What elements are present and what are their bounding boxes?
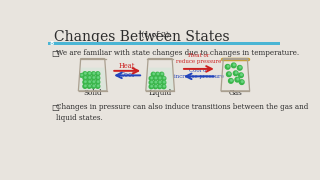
Circle shape	[93, 77, 95, 78]
Circle shape	[151, 72, 155, 76]
Circle shape	[241, 74, 242, 76]
Circle shape	[92, 80, 95, 84]
Circle shape	[153, 76, 157, 80]
Circle shape	[230, 80, 232, 81]
Circle shape	[89, 73, 91, 74]
Circle shape	[97, 77, 99, 78]
Circle shape	[149, 80, 153, 85]
Circle shape	[89, 85, 91, 87]
Circle shape	[241, 81, 243, 82]
Circle shape	[233, 71, 238, 76]
Circle shape	[239, 66, 241, 68]
Circle shape	[93, 73, 95, 74]
Circle shape	[159, 86, 161, 87]
Circle shape	[85, 77, 86, 78]
Text: Heat: Heat	[118, 62, 135, 70]
Circle shape	[235, 77, 240, 82]
Text: Changes Between States: Changes Between States	[54, 30, 229, 44]
Text: Heat or
reduce pressure: Heat or reduce pressure	[176, 53, 221, 64]
Circle shape	[227, 72, 231, 76]
Circle shape	[233, 64, 235, 66]
Text: □: □	[51, 103, 59, 112]
Circle shape	[153, 80, 157, 85]
Text: (1 of 2): (1 of 2)	[139, 31, 169, 39]
Circle shape	[80, 74, 83, 77]
Circle shape	[228, 73, 230, 75]
Circle shape	[97, 81, 99, 82]
Circle shape	[159, 77, 161, 79]
Circle shape	[149, 85, 153, 89]
Circle shape	[153, 73, 155, 75]
Circle shape	[155, 81, 156, 83]
Circle shape	[89, 77, 91, 78]
Text: Cool or
increase pressure: Cool or increase pressure	[174, 68, 224, 79]
Text: We are familiar with state changes due to changes in temperature.: We are familiar with state changes due t…	[56, 49, 300, 57]
Circle shape	[83, 72, 87, 76]
Circle shape	[153, 85, 157, 89]
Circle shape	[155, 86, 156, 87]
Circle shape	[149, 76, 153, 80]
Bar	[48, 42, 280, 46]
Text: Gas: Gas	[228, 89, 242, 97]
Circle shape	[96, 76, 100, 80]
Circle shape	[93, 85, 95, 87]
Polygon shape	[79, 68, 107, 91]
Circle shape	[160, 72, 164, 76]
Circle shape	[151, 81, 152, 83]
Text: Liquid: Liquid	[148, 89, 172, 97]
Circle shape	[228, 79, 233, 83]
Circle shape	[151, 86, 152, 87]
Circle shape	[159, 81, 161, 83]
Circle shape	[239, 73, 243, 78]
Circle shape	[85, 73, 86, 74]
Circle shape	[87, 84, 91, 88]
Circle shape	[164, 81, 165, 83]
Circle shape	[157, 76, 162, 80]
Circle shape	[81, 74, 83, 76]
Circle shape	[162, 76, 166, 80]
Circle shape	[83, 76, 87, 80]
Circle shape	[239, 80, 244, 84]
Circle shape	[96, 72, 100, 76]
Circle shape	[87, 72, 91, 76]
Text: Changes in pressure can also induce transitions between the gas and
liquid state: Changes in pressure can also induce tran…	[56, 103, 309, 122]
Circle shape	[93, 81, 95, 82]
Circle shape	[237, 78, 239, 80]
Circle shape	[236, 72, 237, 74]
Circle shape	[164, 86, 165, 87]
Circle shape	[155, 77, 156, 79]
Circle shape	[227, 65, 229, 67]
Circle shape	[162, 85, 166, 89]
Circle shape	[83, 80, 87, 84]
Circle shape	[161, 73, 163, 75]
Circle shape	[89, 81, 91, 82]
Circle shape	[83, 84, 87, 88]
Circle shape	[237, 66, 242, 70]
Text: 8: 8	[49, 41, 54, 46]
Circle shape	[92, 76, 95, 80]
Circle shape	[96, 84, 100, 88]
Circle shape	[96, 80, 100, 84]
Circle shape	[157, 73, 159, 75]
Circle shape	[97, 73, 99, 74]
Circle shape	[97, 85, 99, 87]
Circle shape	[92, 72, 95, 76]
Text: Solid: Solid	[84, 89, 102, 97]
Circle shape	[151, 77, 152, 79]
Circle shape	[87, 76, 91, 80]
Text: Cool: Cool	[119, 71, 134, 79]
Circle shape	[157, 85, 162, 89]
Circle shape	[164, 77, 165, 79]
Circle shape	[162, 80, 166, 85]
Text: □: □	[51, 49, 59, 58]
Circle shape	[157, 80, 162, 85]
Circle shape	[85, 81, 86, 82]
Circle shape	[92, 84, 95, 88]
Circle shape	[225, 65, 230, 69]
Circle shape	[156, 72, 159, 76]
Circle shape	[231, 63, 236, 68]
Polygon shape	[146, 68, 174, 91]
Circle shape	[87, 80, 91, 84]
Circle shape	[85, 85, 86, 87]
